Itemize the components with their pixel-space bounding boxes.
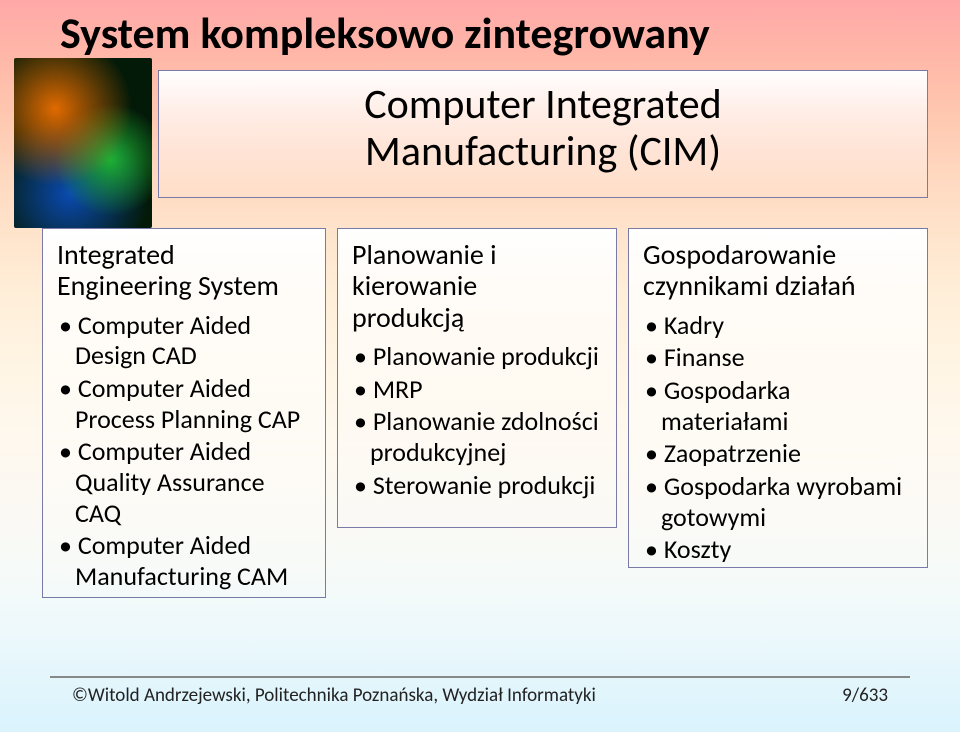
list-item: Sterowanie produkcji	[354, 470, 602, 501]
column-title-line: Planowanie i	[352, 237, 497, 272]
main-concept-line2: Manufacturing (CIM)	[365, 126, 721, 177]
list-item: Planowanie produkcji	[354, 341, 602, 372]
footer-author: ©Witold Andrzejewski, Politechnika Pozna…	[72, 684, 596, 707]
main-concept-title: Computer Integrated Manufacturing (CIM)	[171, 81, 915, 175]
column-title: Gospodarowanie czynnikami działań	[643, 239, 913, 302]
column-planowanie: Planowanie i kierowanie produkcją Planow…	[337, 228, 617, 528]
list-item: Kadry	[645, 310, 913, 341]
columns-row: Integrated Engineering System Computer A…	[42, 228, 928, 598]
column-list: Planowanie produkcji MRP Planowanie zdol…	[352, 341, 602, 500]
list-item: Gospodarka materiałami	[645, 375, 913, 436]
column-list: Computer Aided Design CAD Computer Aided…	[57, 310, 311, 592]
column-title-line: Integrated	[57, 237, 175, 272]
list-item: Computer Aided Design CAD	[59, 310, 311, 371]
main-concept-line1: Computer Integrated	[364, 79, 722, 130]
column-title-line: produkcją	[352, 300, 464, 335]
column-title: Planowanie i kierowanie produkcją	[352, 239, 602, 333]
column-integrated-engineering: Integrated Engineering System Computer A…	[42, 228, 326, 598]
column-title-line: Engineering System	[57, 268, 279, 303]
footer-divider	[50, 676, 910, 678]
column-title-line: Gospodarowanie	[643, 237, 836, 272]
footer-page-number: 9/633	[842, 684, 888, 707]
column-list: Kadry Finanse Gospodarka materiałami Zao…	[643, 310, 913, 565]
list-item: Computer Aided Quality Assurance CAQ	[59, 436, 311, 528]
column-title: Integrated Engineering System	[57, 239, 311, 302]
slide-title: System kompleksowo zintegrowany	[60, 6, 710, 60]
list-item: Zaopatrzenie	[645, 438, 913, 469]
decorative-fractal-image	[14, 58, 152, 228]
column-title-line: kierowanie	[352, 268, 477, 303]
list-item: Computer Aided Manufacturing CAM	[59, 530, 311, 591]
column-gospodarowanie: Gospodarowanie czynnikami działań Kadry …	[628, 228, 928, 568]
list-item: Koszty	[645, 534, 913, 565]
list-item: Computer Aided Process Planning CAP	[59, 373, 311, 434]
column-title-line: czynnikami działań	[643, 268, 856, 303]
list-item: Gospodarka wyrobami gotowymi	[645, 471, 913, 532]
slide: System kompleksowo zintegrowany Computer…	[0, 0, 960, 732]
list-item: Planowanie zdolności produkcyjnej	[354, 406, 602, 467]
list-item: MRP	[354, 374, 602, 405]
main-concept-box: Computer Integrated Manufacturing (CIM)	[158, 70, 928, 198]
list-item: Finanse	[645, 342, 913, 373]
